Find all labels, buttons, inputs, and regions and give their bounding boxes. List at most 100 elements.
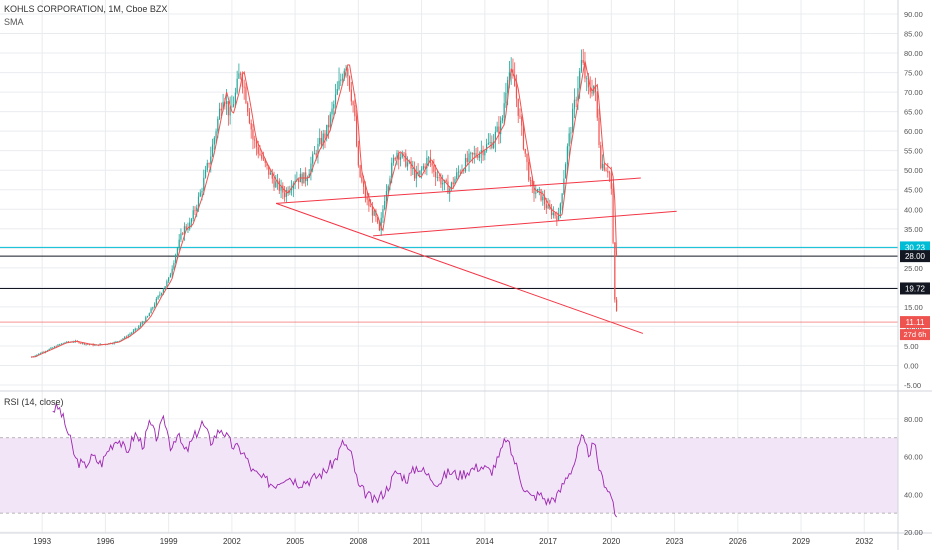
candle-body: [322, 133, 324, 146]
candle-body: [361, 176, 363, 182]
candle-body: [380, 217, 382, 231]
candle-body: [579, 71, 581, 89]
candle-body: [136, 328, 138, 330]
candle-body: [426, 157, 428, 169]
candle-body: [587, 78, 590, 88]
candle-body: [190, 218, 193, 223]
y-tick-label: 90.00: [904, 10, 923, 19]
candle-body: [392, 157, 395, 163]
candle-body: [111, 343, 114, 345]
rsi-label: RSI (14, close): [4, 397, 64, 407]
candle-body: [245, 87, 247, 104]
trendlines: [275, 177, 677, 334]
candle-body: [573, 99, 576, 109]
candle-body: [450, 182, 453, 189]
candle-body: [338, 80, 340, 90]
candle-body: [320, 137, 323, 146]
chart-title: KOHLS CORPORATION, 1M, Cboe BZX: [4, 4, 168, 14]
candle-body: [485, 144, 488, 151]
candle-body: [280, 185, 282, 191]
candle-body: [352, 101, 354, 106]
candle-body: [127, 335, 129, 338]
candle-body: [389, 178, 391, 187]
candle-body: [394, 157, 396, 160]
candle-body: [529, 180, 532, 181]
rsi-tick-label: 40.00: [904, 490, 923, 499]
candle-body: [526, 153, 528, 162]
trendline: [373, 210, 677, 237]
y-tick-label: 70.00: [904, 88, 923, 97]
candle-body: [601, 163, 604, 169]
candle-body: [577, 88, 579, 101]
candle-body: [508, 72, 511, 81]
y-tick-label: 85.00: [904, 30, 923, 39]
candle-body: [473, 153, 475, 155]
candle-body: [433, 165, 435, 173]
candle-body: [285, 190, 287, 198]
candle-body: [315, 153, 317, 156]
candle-body: [57, 344, 59, 347]
candle-body: [519, 115, 521, 117]
y-tick-label: 80.00: [904, 49, 923, 58]
candle-body: [87, 343, 89, 345]
candle-body: [614, 242, 616, 300]
candle-body: [162, 289, 164, 294]
rsi-line: [52, 403, 617, 518]
candle-body: [399, 157, 402, 160]
candle-body: [482, 149, 484, 156]
trendline: [276, 177, 641, 204]
candle-body: [125, 336, 128, 338]
candle-body: [268, 165, 270, 175]
candle-body: [384, 200, 386, 210]
candle-body: [169, 274, 172, 278]
candle-body: [610, 173, 612, 189]
candle-body: [250, 123, 252, 130]
candle-body: [584, 62, 586, 79]
candle-body: [368, 199, 370, 207]
candle-body: [355, 116, 358, 146]
candle-body: [273, 178, 275, 188]
candle-body: [475, 153, 477, 156]
x-tick-label: 1999: [160, 537, 178, 546]
x-tick-label: 2008: [349, 537, 367, 546]
countdown-tag-label: 27d 6h: [904, 330, 927, 339]
x-tick-label: 2032: [855, 537, 873, 546]
candle-body: [496, 126, 498, 132]
candle-body: [556, 215, 558, 221]
y-tick-label: 5.00: [904, 342, 919, 351]
y-tick-label: 60.00: [904, 127, 923, 136]
candle-body: [615, 299, 618, 311]
candle-body: [94, 344, 96, 346]
candle-body: [240, 73, 242, 75]
price-tag-label: 19.72: [905, 284, 926, 293]
candle-body: [171, 268, 173, 275]
candle-body: [194, 210, 196, 212]
candle-body: [213, 137, 215, 145]
candle-body: [85, 343, 87, 345]
candle-body: [182, 233, 184, 235]
candle-body: [238, 73, 240, 79]
candle-body: [336, 89, 338, 95]
candle-body: [310, 163, 312, 174]
y-tick-label: 45.00: [904, 186, 923, 195]
candle-body: [62, 342, 64, 344]
candle-body: [464, 157, 467, 172]
candle-body: [289, 190, 291, 193]
candle-body: [139, 323, 142, 327]
candle-body: [50, 347, 52, 349]
candle-body: [561, 193, 563, 204]
candle-body: [264, 158, 266, 163]
candle-body: [283, 192, 286, 198]
candle-body: [538, 188, 540, 190]
candle-body: [565, 164, 567, 179]
candle-body: [185, 226, 187, 229]
candle-body: [261, 155, 263, 159]
candle-body: [53, 346, 56, 348]
candle-body: [405, 153, 407, 167]
candle-body: [59, 344, 61, 346]
candle-body: [298, 179, 300, 183]
price-tag-bg: [900, 316, 930, 329]
candle-body: [507, 80, 509, 93]
